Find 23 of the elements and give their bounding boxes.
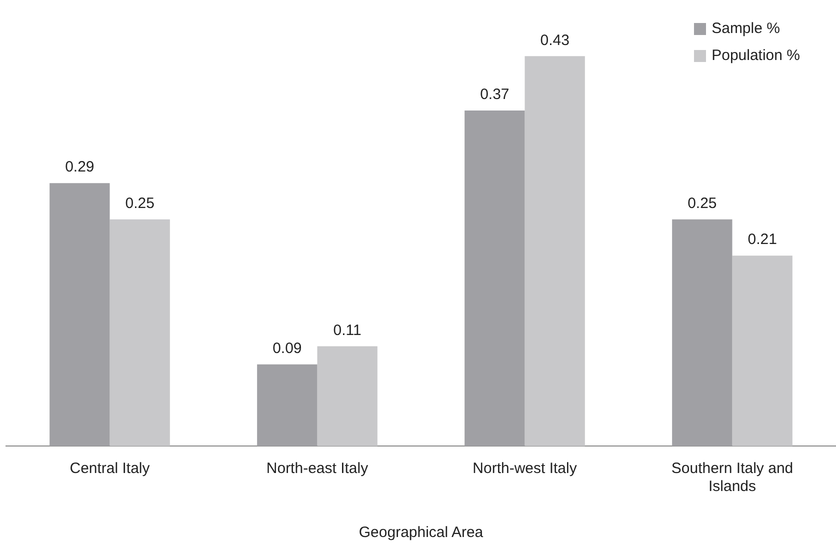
data-label: 0.43 (540, 32, 570, 49)
data-label: 0.25 (688, 194, 717, 212)
data-label: 0.29 (65, 158, 94, 176)
bar (257, 364, 318, 446)
legend-label: Population % (712, 47, 800, 64)
bar (317, 346, 378, 446)
bar (110, 219, 170, 446)
data-label: 0.11 (333, 322, 362, 339)
bar (464, 110, 525, 446)
data-label: 0.25 (125, 194, 154, 212)
data-label: 0.09 (272, 340, 302, 358)
x-axis-title: Geographical Area (358, 524, 484, 542)
legend-label: Sample % (712, 20, 780, 37)
bar (524, 56, 585, 446)
data-label: 0.21 (748, 231, 777, 248)
data-label: 0.37 (480, 86, 510, 104)
x-tick-label: Southern Italy and Islands (671, 460, 794, 496)
x-tick-label: North-west Italy (472, 460, 578, 478)
x-tick-label: Central Italy (70, 460, 150, 478)
bar (672, 219, 732, 446)
bar (50, 183, 110, 446)
x-tick-label: North-east Italy (266, 460, 369, 478)
bar (732, 256, 792, 446)
